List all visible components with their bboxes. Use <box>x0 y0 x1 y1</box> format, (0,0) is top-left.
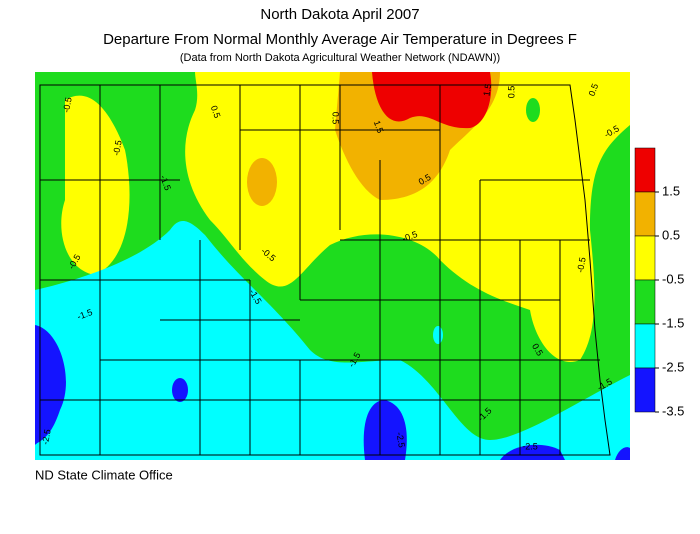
title: North Dakota April 2007 <box>260 6 419 23</box>
contour-label: 1.5 <box>481 83 493 97</box>
red-zone <box>372 72 492 129</box>
contour-label: 0.5 <box>587 82 601 97</box>
legend-label: -1.5 <box>662 315 684 330</box>
contour-label: -0.5 <box>575 256 588 273</box>
contour-label: -2.5 <box>522 441 538 451</box>
legend-label: -2.5 <box>662 359 684 374</box>
blue-zone <box>615 447 630 460</box>
contour-label: -0.5 <box>111 139 124 156</box>
blue-zone <box>172 378 188 402</box>
yellow-zone <box>61 95 130 275</box>
legend-swatch <box>634 235 656 281</box>
contour-label: -2.5 <box>40 428 53 445</box>
footer: ND State Climate Office <box>35 467 173 482</box>
legend-label: 1.5 <box>662 183 680 198</box>
subtitle: Departure From Normal Monthly Average Ai… <box>103 31 577 48</box>
contour-label: 1.5 <box>372 119 386 134</box>
legend: 1.5 0.5 -0.5 -1.5 -2.5 -3.5 <box>634 147 684 418</box>
orange-zone <box>247 158 277 206</box>
contour-label: -0.5 <box>401 229 419 244</box>
blue-zone <box>500 444 565 460</box>
source-note: (Data from North Dakota Agricultural Wea… <box>180 52 500 64</box>
contour-label: 0.5 <box>506 86 516 99</box>
legend-swatch <box>634 367 656 413</box>
contour-label: -0.5 <box>61 96 74 113</box>
contour-label: 0.5 <box>331 112 341 125</box>
cyan-zone <box>433 326 443 344</box>
county-lines <box>39 84 611 456</box>
yellow-zone <box>185 72 630 362</box>
blue-zone <box>35 325 66 445</box>
legend-swatch <box>634 323 656 369</box>
green-zone <box>526 98 540 122</box>
legend-swatch <box>634 147 656 193</box>
legend-swatch <box>634 279 656 325</box>
yellow-zone <box>91 218 103 238</box>
contour-label: -1.5 <box>76 307 94 322</box>
legend-label: -3.5 <box>662 403 684 418</box>
map: -0.5-0.5-0.5-1.5-1.5-1.50.5 0.51.51.5 0.5 0… <box>35 72 630 460</box>
legend-label: 0.5 <box>662 227 680 242</box>
blue-zone <box>363 400 407 460</box>
legend-label: -0.5 <box>662 271 684 286</box>
contour-label: -2.5 <box>394 431 407 448</box>
contour-label: 0.5 <box>209 104 223 119</box>
contour-label: -1.5 <box>158 174 173 192</box>
legend-swatch <box>634 191 656 237</box>
